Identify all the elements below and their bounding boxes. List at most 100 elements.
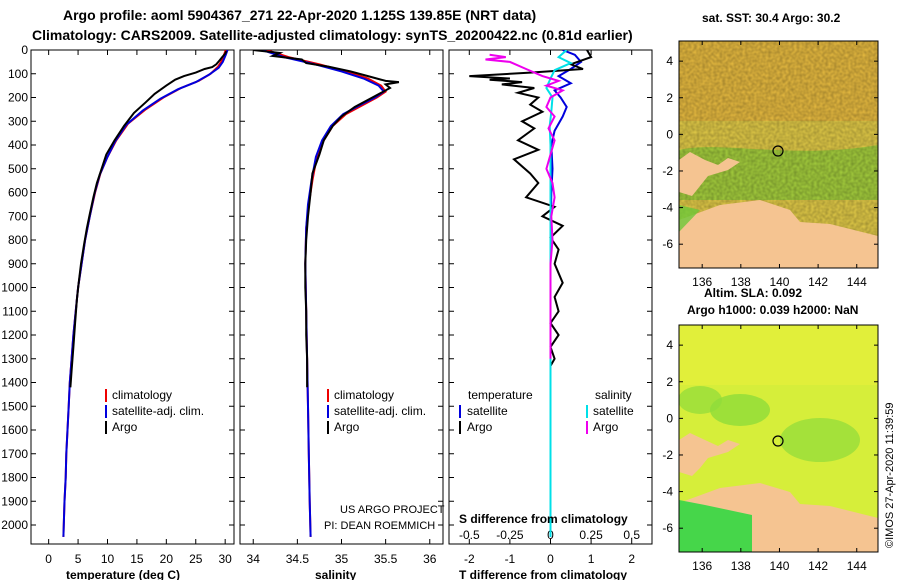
depth-axis-labels: 0 100 200 300 400 500 600 700 800 900 1000 1100 1200…: [1, 43, 28, 532]
temperature-xtick-label: 25: [189, 552, 203, 566]
sla-map-xtick-label: 140: [769, 559, 789, 573]
sst-map-frame: [678, 40, 879, 269]
temperature-xlabel: temperature (deg C): [66, 568, 180, 580]
salinity-frame: [239, 49, 444, 545]
figure-title-line1: Argo profile: aoml 5904367_271 22-Apr-20…: [63, 7, 536, 23]
legend-salinity-title: salinity: [595, 388, 632, 402]
difference-s-title: S difference from climatology: [459, 512, 628, 526]
temperature-xtick-label: 20: [160, 552, 174, 566]
salinity-xlabel: salinity: [315, 568, 357, 580]
sla-map-ytick-label: 4: [666, 338, 673, 352]
sst-map-ytick-label: 4: [666, 54, 673, 68]
depth-tick-label: 400: [8, 138, 28, 152]
salinity-xtick-label: 35.5: [374, 552, 398, 566]
difference-series-s-argo: [485, 53, 566, 359]
difference-xlabel: T difference from climatology: [459, 568, 627, 580]
sst-map-xtick-label: 138: [731, 275, 751, 289]
depth-tick-label: 700: [8, 209, 28, 223]
temperature-xtick-label: 15: [130, 552, 144, 566]
sst-map-panel: sat. SST: 30.4 Argo: 30.2 136 138 140 142 14…: [662, 11, 879, 289]
temperature-series-satellite-adj-clim-: [62, 50, 229, 537]
sla-anomaly-3: [679, 386, 722, 414]
sst-map-ytick-label: 0: [666, 127, 673, 141]
difference-legend: temperature salinity satellite Argo sate…: [459, 388, 634, 434]
sla-map-ytick-label: 2: [666, 375, 673, 389]
sla-map-xtick-label: 136: [692, 559, 712, 573]
salinity-xtick-label: 34: [247, 552, 261, 566]
legend-climatology-label: climatology: [112, 388, 172, 402]
sla-map-ytick-label: -4: [662, 485, 673, 499]
sst-map-xtick-label: 144: [847, 275, 867, 289]
depth-tick-label: 900: [8, 257, 28, 271]
credit-pi: PI: DEAN ROEMMICH: [324, 520, 435, 532]
depth-tick-label: 500: [8, 162, 28, 176]
temperature-xtick-label: 5: [75, 552, 82, 566]
salinity-ticks: 34 34.5 35 35.5 36: [240, 49, 443, 566]
temperature-legend: climatology satellite-adj. clim. Argo: [105, 388, 204, 434]
depth-tick-label: 1500: [1, 399, 28, 413]
legend-satellite-label: satellite-adj. clim.: [334, 404, 426, 418]
depth-tick-label: 600: [8, 186, 28, 200]
salinity-series: [253, 50, 400, 537]
temperature-frame: [30, 49, 235, 545]
sla-map-ytick-label: -6: [662, 521, 673, 535]
difference-xtick-label: 2: [628, 552, 635, 566]
difference-xtick-label: -2: [464, 552, 475, 566]
temperature-ticks: 0 5 10 15 20 25 30: [31, 49, 234, 566]
legend-satellite-label: satellite-adj. clim.: [112, 404, 204, 418]
legend-argo-label: Argo: [334, 420, 360, 434]
salinity-panel: 34 34.5 35 35.5 36 salinity climatology sate…: [239, 49, 445, 580]
sla-map-title: Altim. SLA: 0.092: [704, 286, 802, 300]
legend-t-argo-label: Argo: [467, 420, 493, 434]
salinity-xtick-label: 36: [423, 552, 437, 566]
sla-land-newguinea-west: [679, 433, 740, 476]
legend-s-satellite-label: satellite: [593, 404, 634, 418]
sla-map-xtick-label: 142: [808, 559, 828, 573]
legend-argo-label: Argo: [112, 420, 138, 434]
sst-map-xtick-label: 142: [808, 275, 828, 289]
credit-project: US ARGO PROJECT: [340, 504, 445, 516]
sla-map-ticks: 136 138 140 142 144 4 2 0 -2 -4 -6: [662, 325, 878, 573]
sla-high-band: [679, 325, 878, 385]
sst-land-north-australia: [679, 200, 878, 268]
sst-map-ytick-label: 2: [666, 91, 673, 105]
sst-map-ticks: 136 138 140 142 144 4 2 0 -2 -4 -6: [662, 41, 878, 289]
legend-climatology-label: climatology: [334, 388, 394, 402]
sla-map-ytick-label: -2: [662, 448, 673, 462]
difference-s-xtick-label: -0.5: [459, 528, 480, 542]
timestamp: ©IMOS 27-Apr-2020 11:39:59: [884, 403, 896, 548]
sla-map-subtitle: Argo h1000: 0.039 h2000: NaN: [687, 303, 858, 317]
sst-map-ytick-label: -2: [662, 164, 673, 178]
sst-land-newguinea-west: [679, 152, 740, 196]
difference-series-t-satellite: [549, 50, 583, 537]
depth-tick-label: 1800: [1, 471, 28, 485]
difference-series-s-satellite: [545, 50, 574, 537]
depth-tick-label: 1300: [1, 352, 28, 366]
depth-tick-label: 1000: [1, 281, 28, 295]
depth-tick-label: 1200: [1, 328, 28, 342]
sst-shelf-sea: [679, 205, 700, 232]
sla-map-ytick-label: 0: [666, 411, 673, 425]
salinity-xtick-label: 35: [335, 552, 349, 566]
sst-argo-position-marker: [772, 145, 784, 157]
sla-argo-position-marker: [772, 435, 784, 447]
sla-map-xtick-label: 144: [847, 559, 867, 573]
sla-anomaly-1: [710, 394, 770, 426]
temperature-xtick-label: 0: [45, 552, 52, 566]
temperature-xtick-label: 10: [101, 552, 115, 566]
sla-shelf-sea: [679, 500, 752, 552]
temperature-series: [62, 50, 229, 537]
depth-tick-label: 1600: [1, 423, 28, 437]
difference-s-xtick-label: -0.25: [496, 528, 524, 542]
sst-map-title: sat. SST: 30.4 Argo: 30.2: [702, 11, 841, 25]
difference-s-xtick-label: 0.25: [579, 528, 603, 542]
depth-tick-label: 100: [8, 67, 28, 81]
temperature-panel: 0 5 10 15 20 25 30 temperature (deg C) climato…: [30, 49, 235, 580]
difference-xtick-label: -1: [505, 552, 516, 566]
salinity-legend: climatology satellite-adj. clim. Argo: [327, 388, 426, 434]
depth-tick-label: 800: [8, 233, 28, 247]
salinity-series-argo: [253, 50, 400, 388]
figure-title-line2: Climatology: CARS2009. Satellite-adjuste…: [32, 27, 633, 43]
legend-temperature-title: temperature: [468, 388, 533, 402]
